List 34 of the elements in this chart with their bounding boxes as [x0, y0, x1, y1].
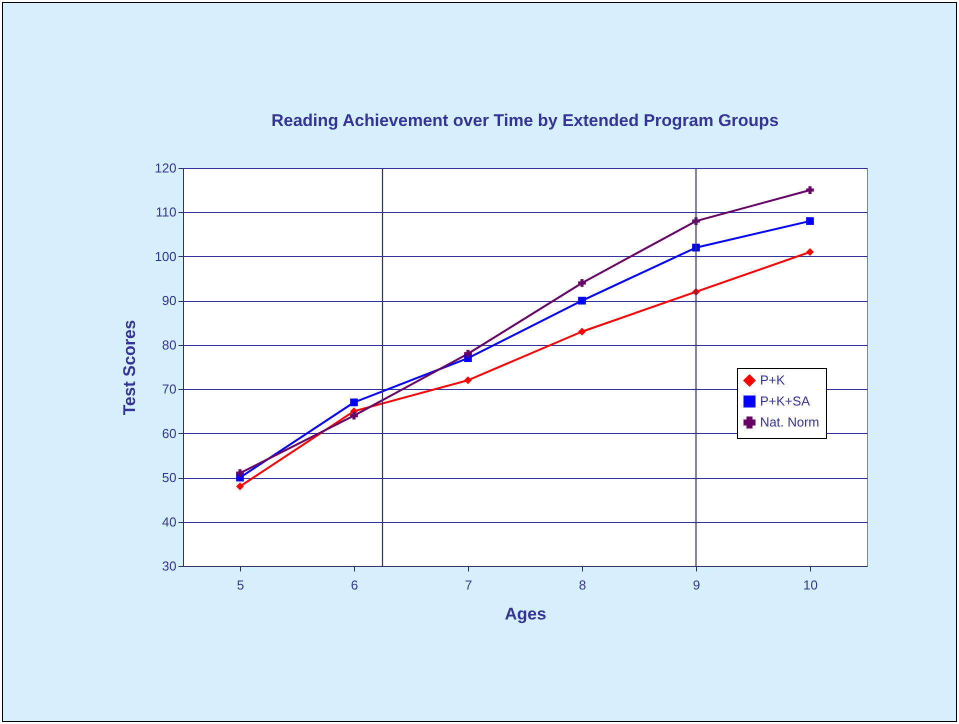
y-tick-label: 100 — [154, 248, 176, 264]
x-tick-label: 8 — [578, 578, 586, 592]
y-tick-label: 50 — [162, 470, 176, 486]
point — [236, 469, 244, 478]
chart-title: Reading Achievement over Time by Extended Program Groups — [271, 111, 779, 130]
y-tick-label: 80 — [162, 337, 176, 352]
x-tick-label: 9 — [692, 578, 700, 592]
y-tick-label: 30 — [162, 558, 176, 574]
y-tick-label: 60 — [162, 426, 176, 441]
x-tick-label: 5 — [236, 578, 244, 592]
x-tick-label: 6 — [350, 578, 358, 592]
point — [578, 279, 586, 287]
x-tick-label: 10 — [803, 578, 818, 592]
point — [806, 248, 814, 256]
point — [350, 398, 358, 406]
point — [806, 217, 814, 225]
y-tick-label: 90 — [162, 293, 176, 308]
legend-label: Nat. Norm — [760, 414, 820, 430]
point — [578, 296, 586, 305]
y-tick-label: 40 — [162, 514, 176, 530]
point — [578, 328, 586, 336]
x-tick-label: 7 — [464, 578, 472, 592]
legend-label: P+K+SA — [760, 394, 810, 408]
point — [464, 376, 472, 384]
y-tick-label: 70 — [162, 382, 176, 397]
point — [350, 412, 358, 420]
y-tick-label: 110 — [156, 204, 176, 220]
legend-label: P+K — [760, 372, 786, 388]
y-axis-title: Test Scores — [120, 320, 139, 416]
point — [464, 350, 472, 358]
y-tick-label: 120 — [154, 160, 176, 176]
point — [236, 482, 244, 490]
x-axis-title: Ages — [504, 604, 546, 624]
point — [806, 186, 814, 194]
